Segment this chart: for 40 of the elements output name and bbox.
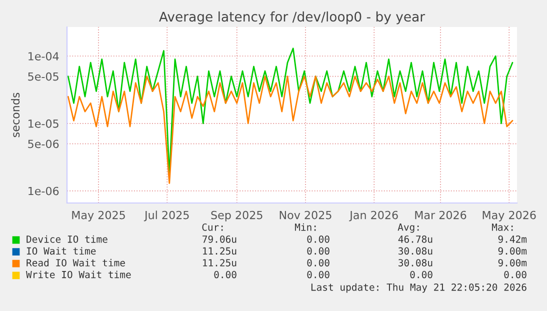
text: Min: [294, 223, 316, 231]
text: Cur: [202, 223, 223, 231]
text: 0.00 [307, 235, 330, 243]
y-tick-label: 1e-04 [28, 52, 59, 60]
text: 0.00 [307, 259, 330, 266]
legend-label: Device IO time [26, 235, 108, 243]
text: 0.00 [410, 270, 432, 278]
text: Last update: Thu May 21 22:05:20 2026 [311, 283, 526, 293]
text: Avg: [398, 224, 419, 233]
x-tick-label: Jan 2026 [349, 210, 398, 222]
text: 11.25u [203, 259, 236, 266]
x-tick-label: May 2026 [482, 210, 536, 222]
legend-label: IO Wait time [26, 247, 96, 255]
x-tick-label: Jul 2025 [144, 210, 189, 222]
text: 9.00m [498, 259, 527, 266]
legend-label: Read IO Wait time [26, 258, 125, 266]
x-tick-label: Mar 2026 [415, 210, 466, 220]
y-tick-label: 1e-05 [28, 119, 58, 128]
text: 9.00m [498, 247, 527, 255]
line-series [67, 76, 514, 184]
chart-title: Average latency for /dev/loop0 - by year [159, 11, 426, 24]
text: 46.78u [398, 235, 432, 243]
y-axis-title: seconds [11, 92, 20, 138]
text: 9.42m [498, 235, 527, 243]
y-tick-label: 1e-06 [28, 186, 59, 196]
text: Max: [492, 224, 513, 231]
text: 0.00 [307, 270, 330, 278]
text: 30.08u [398, 247, 432, 255]
x-tick-label: Sep 2025 [211, 210, 262, 222]
text: 0.00 [504, 270, 526, 278]
text: 79.06u [202, 235, 236, 243]
y-tick-label: 5e-06 [28, 140, 59, 148]
text: 11.25u [203, 247, 236, 255]
text: 0.00 [214, 270, 236, 278]
text: 30.08u [398, 259, 432, 266]
y-tick-label: 5e-05 [28, 72, 58, 81]
text: 0.00 [307, 247, 330, 255]
legend-label: Write IO Wait time [26, 270, 131, 278]
x-tick-label: Nov 2025 [280, 210, 332, 220]
x-tick-label: May 2025 [72, 210, 125, 222]
